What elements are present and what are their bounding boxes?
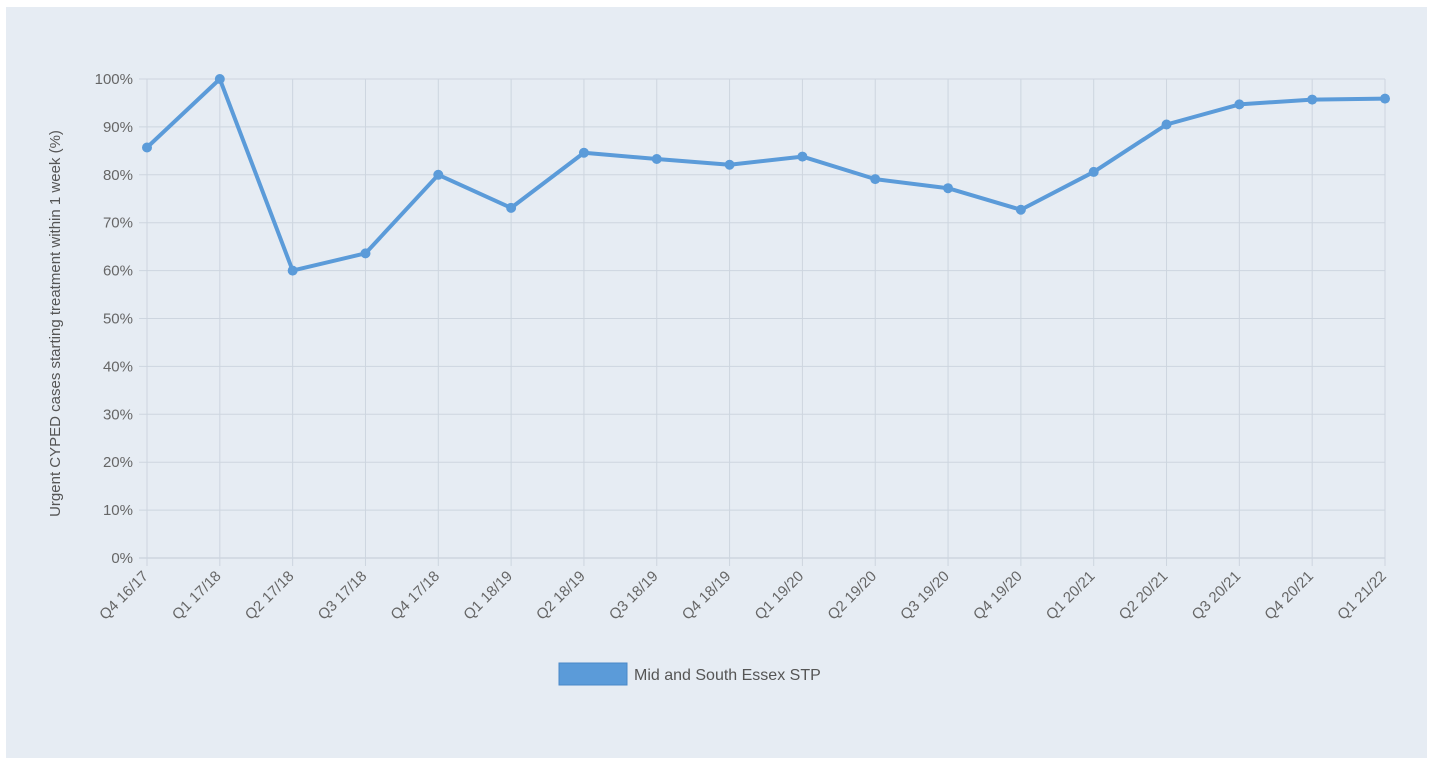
data-point[interactable]	[1088, 166, 1099, 177]
data-point[interactable]	[797, 151, 808, 162]
chart-panel: 0% 10% 20% 30% 40% 50% 60% 70% 80% 90% 100% Q4 16/…	[6, 7, 1427, 758]
x-tick-label: Q4 18/19	[679, 568, 735, 624]
x-tick-label: Q1 18/19	[460, 568, 516, 624]
data-point[interactable]	[1307, 94, 1318, 105]
x-tick-label: Q2 20/21	[1116, 568, 1172, 624]
y-tick-label: 100%	[95, 71, 133, 88]
data-point[interactable]	[433, 169, 444, 180]
y-axis-label: Urgent CYPED cases starting treatment wi…	[47, 130, 64, 517]
x-tick-label: Q4 17/18	[387, 568, 443, 624]
line-chart: 0% 10% 20% 30% 40% 50% 60% 70% 80% 90% 100% Q4 16/…	[47, 71, 1390, 686]
series-line	[145, 77, 1387, 273]
legend-label[interactable]: Mid and South Essex STP	[634, 667, 821, 684]
x-tick-label: Q3 17/18	[315, 568, 371, 624]
data-point[interactable]	[287, 265, 298, 276]
x-tick-label: Q1 19/20	[752, 568, 808, 624]
data-point[interactable]	[724, 159, 735, 170]
data-point[interactable]	[578, 147, 589, 158]
grid-lines	[139, 78, 1386, 566]
y-tick-label: 60%	[103, 263, 133, 280]
data-point[interactable]	[651, 153, 662, 164]
y-tick-label: 80%	[103, 167, 133, 184]
x-tick-label: Q2 17/18	[242, 568, 298, 624]
y-tick-label: 30%	[103, 406, 133, 423]
data-point[interactable]	[1234, 99, 1245, 110]
data-point[interactable]	[870, 174, 881, 185]
y-tick-label: 0%	[111, 550, 133, 567]
x-tick-label: Q1 17/18	[169, 568, 225, 624]
data-point[interactable]	[360, 248, 371, 259]
y-tick-label: 50%	[103, 311, 133, 328]
y-tick-label: 70%	[103, 215, 133, 232]
data-point[interactable]	[943, 183, 954, 194]
data-point[interactable]	[1015, 204, 1026, 215]
legend[interactable]: Mid and South Essex STP	[558, 662, 821, 686]
x-tick-label: Q1 21/22	[1334, 568, 1390, 624]
y-tick-label: 90%	[103, 119, 133, 136]
data-point[interactable]	[1380, 93, 1390, 104]
x-tick-label: Q3 19/20	[897, 568, 953, 624]
data-point[interactable]	[142, 142, 152, 153]
x-tick-label: Q2 19/20	[824, 568, 880, 624]
series-layer	[142, 74, 1390, 276]
data-point[interactable]	[214, 74, 225, 84]
y-tick-label: 20%	[103, 454, 133, 471]
y-tick-label: 40%	[103, 358, 133, 375]
y-axis-ticks: 0% 10% 20% 30% 40% 50% 60% 70% 80% 90% 100%	[95, 71, 133, 567]
x-tick-label: Q4 20/21	[1261, 568, 1317, 624]
x-tick-label: Q1 20/21	[1043, 568, 1099, 624]
legend-swatch[interactable]	[558, 662, 628, 686]
x-tick-label: Q3 20/21	[1189, 568, 1245, 624]
data-point[interactable]	[1161, 119, 1172, 130]
x-tick-label: Q4 16/17	[96, 568, 152, 624]
data-point[interactable]	[506, 202, 517, 213]
y-tick-label: 10%	[103, 502, 133, 519]
x-tick-label: Q2 18/19	[533, 568, 589, 624]
x-axis-ticks: Q4 16/17 Q1 17/18 Q2 17/18 Q3 17/18 Q4 17/18…	[96, 568, 1390, 624]
x-tick-label: Q4 19/20	[970, 568, 1026, 624]
x-tick-label: Q3 18/19	[606, 568, 662, 624]
